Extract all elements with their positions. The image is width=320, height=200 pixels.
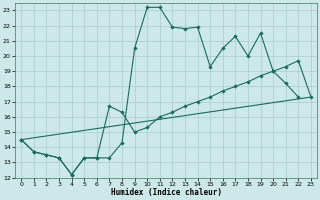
X-axis label: Humidex (Indice chaleur): Humidex (Indice chaleur) <box>111 188 221 197</box>
